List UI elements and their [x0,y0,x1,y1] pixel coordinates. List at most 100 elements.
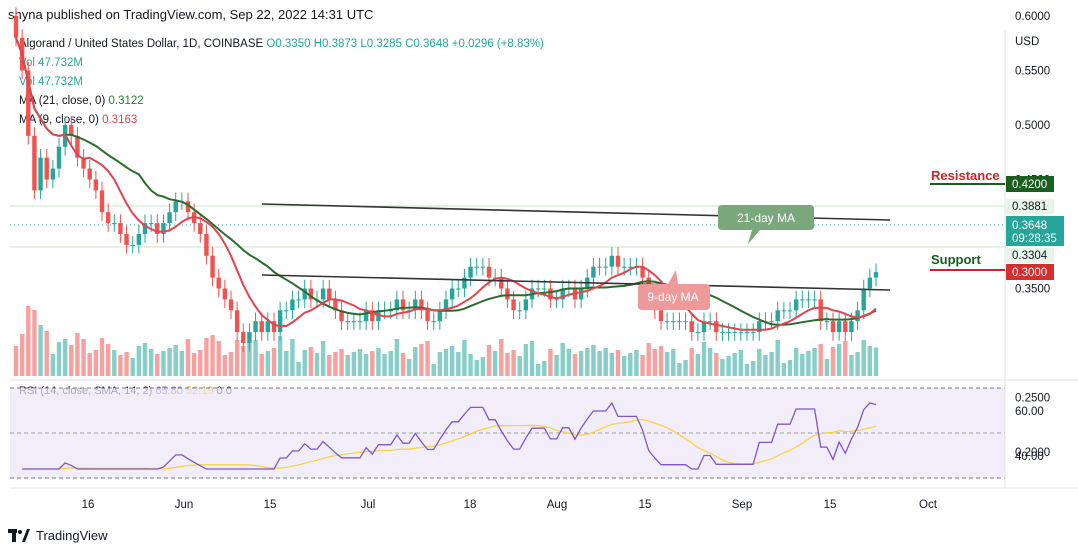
candle-body [812,299,817,301]
price-axis-tick: 0.3500 [1015,284,1050,296]
candle-body [548,288,553,300]
candle-body [357,321,363,323]
volume-bar [591,345,596,376]
candle-body [124,234,129,245]
volume-bar [179,351,185,376]
svg-text:21-day MA: 21-day MA [737,211,795,225]
volume-bar [19,334,25,376]
time-axis-ticks[interactable]: 16 Jun 15 Jul 18 Aug 15 Sep 15 Oct [82,499,938,511]
candle-body [222,288,228,300]
candle-body [56,146,62,169]
price-axis-tick: 0.2000 [1015,447,1050,459]
time-axis-tick: 15 [264,499,277,511]
candle-body [806,299,811,301]
candle-body [456,288,461,290]
candle-body [50,168,56,180]
volume-bar [419,344,424,376]
volume-bar [413,347,418,376]
candle-body [290,299,295,311]
volume-bar [241,346,246,376]
candle-body [259,321,264,333]
candle-body [517,310,522,312]
candle-body [714,321,719,333]
svg-text:0.3000: 0.3000 [1012,267,1047,279]
candle-body [136,234,142,245]
ma9-value: 0.3163 [102,114,138,126]
time-axis-tick: Sep [732,499,752,511]
candle-body [105,212,111,224]
candle-body [425,310,430,322]
candle-body [112,223,117,225]
candle-body [480,266,486,268]
symbol-title[interactable]: Algorand / United States Dollar, 1D, COI… [19,38,264,50]
candle-body [400,299,406,311]
candle-body [198,223,203,234]
volume-bar [75,333,80,376]
time-axis-tick: 16 [82,499,95,511]
volume-bar [652,349,658,376]
candle-body [210,255,215,278]
volume-bar [234,340,240,376]
volume-bar [732,353,737,376]
candle-body [603,266,608,268]
svg-text:0.4200: 0.4200 [1012,179,1047,191]
volume-bar [259,354,264,376]
candle-body [738,332,744,334]
svg-text:0.3648: 0.3648 [1012,220,1047,232]
volume-bar [486,345,492,376]
candle-body [413,299,418,311]
channel-lower-trendline [261,274,891,291]
rsi-line [22,401,877,470]
volume-bar [658,346,664,376]
candle-body [99,190,105,213]
candle-body [148,223,154,225]
volume-bar [130,358,135,376]
candle-body [689,321,694,333]
volume-bar [271,348,277,376]
legend-volume-2[interactable]: Vol 47.732M [19,76,83,88]
volume-bar [277,336,283,376]
volume-bar [210,335,215,376]
volume-bar [314,353,320,376]
volume-bar [93,350,99,376]
tradingview-logo-icon [8,529,30,542]
time-axis-tick: 15 [639,499,652,511]
candle-body [707,321,713,323]
candle-body [800,299,805,301]
candlesticks [13,7,879,352]
candle-body [118,223,123,234]
volume-bar [69,345,74,376]
candle-body [523,299,529,311]
volume-bar [105,344,111,376]
candle-body [757,321,762,333]
legend-ma21[interactable]: MA (21, close, 0) 0.3122 [19,92,544,111]
candle-body [720,332,725,334]
price-axis-unit: USD [1015,36,1039,48]
candle-body [320,288,326,300]
volume-bar [763,355,768,376]
candle-body [449,288,455,300]
volume-bar [744,364,750,376]
candle-body [658,310,664,322]
candle-body [628,266,633,268]
volume-bar [800,354,805,376]
volume-bar [456,352,461,376]
svg-text:0.3881: 0.3881 [1012,201,1047,213]
volume-bar [505,353,510,376]
ma9-callout: 9-day MA [638,270,710,310]
volume-bar [198,350,203,376]
volume-bar [781,363,787,376]
candle-body [253,321,258,333]
legend-volume-1[interactable]: Vol 47.732M [19,57,83,69]
volume-bar [370,351,375,376]
volume-bar [542,361,547,376]
volume-bar [609,353,615,376]
volume-bar [376,348,381,376]
volume-bar [480,357,486,376]
volume-bar [81,339,86,376]
candle-body [542,288,547,290]
candle-body [486,266,492,278]
volume-bar [308,347,314,376]
ma9-line [15,37,877,331]
